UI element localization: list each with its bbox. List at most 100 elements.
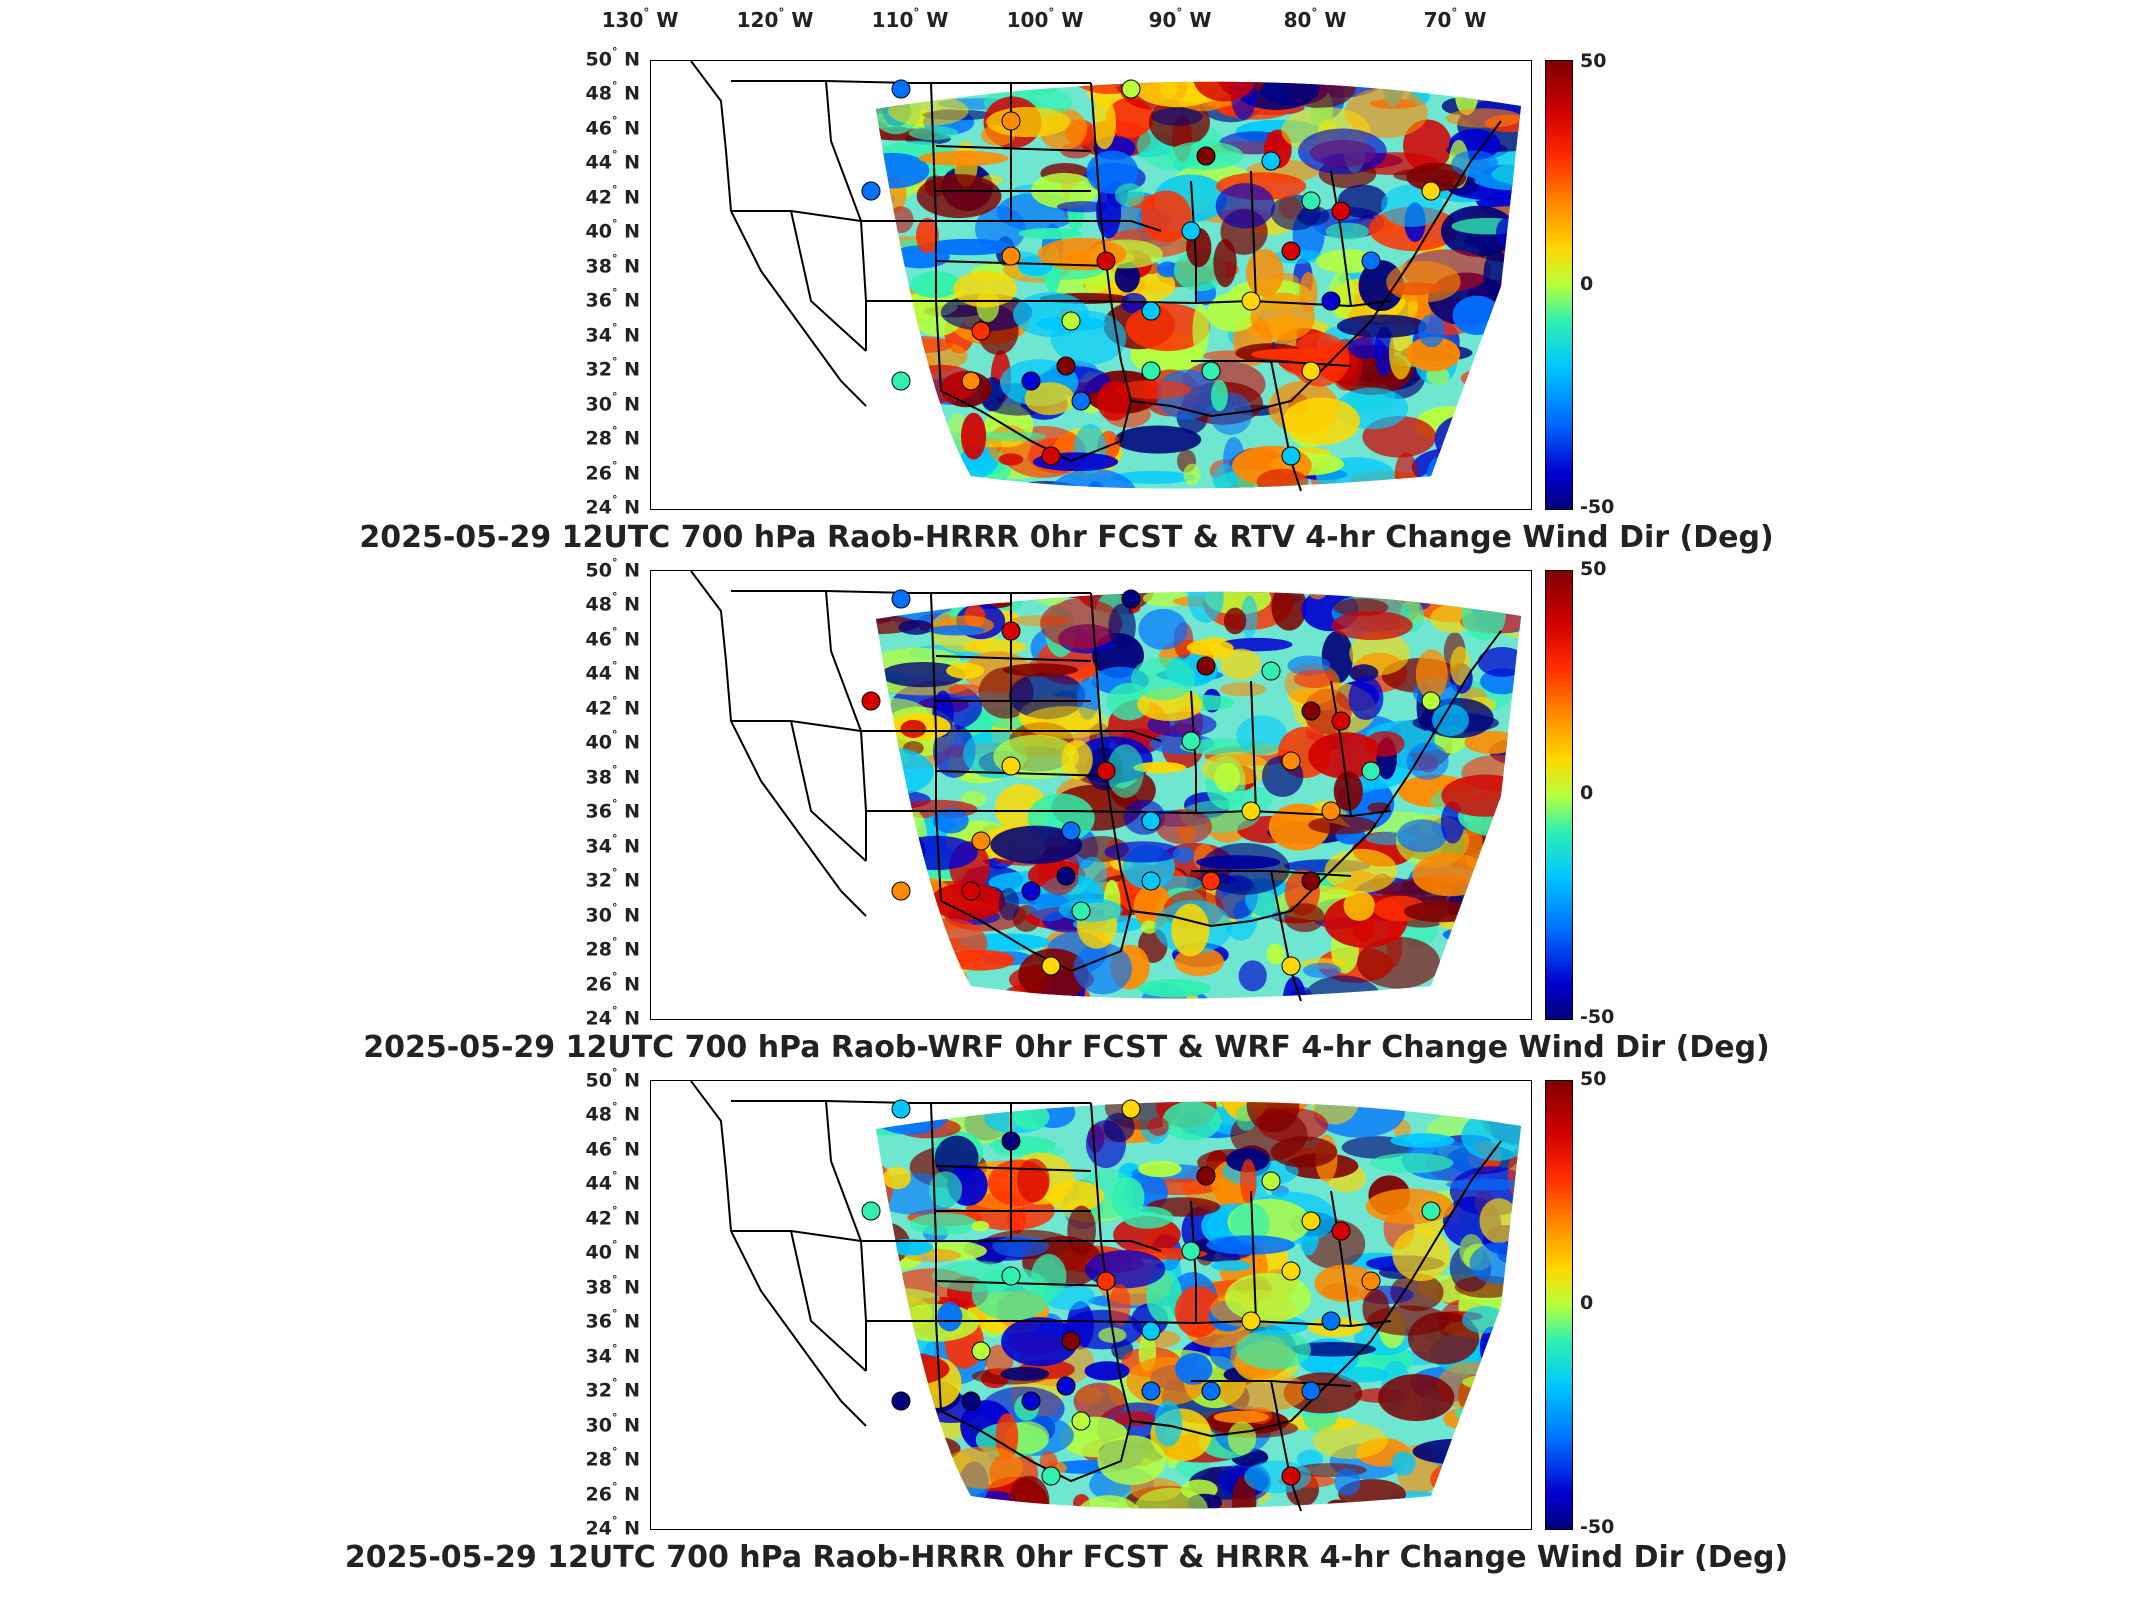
lat-label: 24° N [585,1514,640,1540]
colorbar-mid-label: 0 [1580,273,1594,295]
station-marker [1261,151,1281,171]
lat-label: 32° N [585,355,640,381]
lon-label: 110° W [871,6,949,32]
latitude-axis: 50° N 48° N 46° N 44° N 42° N 40° N 38° N 36° N… [550,556,650,1029]
lat-label: 26° N [585,458,640,484]
lat-label: 30° N [585,900,640,926]
station-marker [1041,446,1061,466]
station-marker [1071,1411,1091,1431]
lat-label: 28° N [585,424,640,450]
station-marker [1261,1171,1281,1191]
station-marker [1321,1311,1341,1331]
station-marker [1196,1166,1216,1186]
station-marker [1041,1466,1061,1486]
lon-label: 100° W [1006,6,1084,32]
map-canvas [690,61,1521,492]
station-marker [1181,731,1201,751]
lat-label: 24° N [585,493,640,519]
station-marker [891,589,911,609]
station-marker [1301,361,1321,381]
colorbar-max-label: 50 [1580,558,1607,580]
station-marker [961,881,981,901]
station-marker [891,79,911,99]
station-marker [1301,191,1321,211]
lat-label: 42° N [585,1203,640,1230]
station-marker [971,1341,991,1361]
lat-label: 40° N [585,1238,640,1264]
lat-label: 34° N [585,1341,640,1368]
lat-label: 38° N [585,251,640,278]
station-marker [971,321,991,341]
lon-label: 80° W [1283,6,1347,32]
station-marker [1041,956,1061,976]
station-marker [1301,1381,1321,1401]
station-marker [1001,1131,1021,1151]
raob-stations [861,589,1441,976]
station-marker [1281,1466,1301,1486]
station-marker [1021,371,1041,391]
latitude-axis: 50° N 48° N 46° N 44° N 42° N 40° N 38° N 36° N… [550,45,650,518]
lat-label: 32° N [585,866,640,892]
colorbar-mid-label: 0 [1580,782,1594,804]
station-marker [1281,751,1301,771]
colorbar-min-label: -50 [1580,496,1615,518]
panel-caption: 2025-05-29 12UTC 700 hPa Raob-WRF 0hr FC… [363,1030,1770,1065]
lat-label: 34° N [585,831,640,858]
station-marker [1141,1321,1161,1341]
lon-label: 90° W [1148,6,1212,32]
station-marker [1361,761,1381,781]
station-marker [961,371,981,391]
lat-label: 48° N [585,1100,640,1126]
station-marker [1096,1271,1116,1291]
station-marker [1071,391,1091,411]
wind-change-field [876,1101,1521,1509]
station-marker [891,1391,911,1411]
station-marker [1261,661,1281,681]
station-marker [1361,1271,1381,1291]
station-marker [891,1099,911,1119]
station-marker [1301,871,1321,891]
station-marker [1121,1099,1141,1119]
lat-label: 46° N [585,1134,640,1161]
station-marker [1181,1241,1201,1261]
map-canvas [690,571,1521,1002]
station-marker [1141,301,1161,321]
map-canvas [690,1081,1521,1512]
station-marker [1241,291,1261,311]
lat-label: 40° N [585,217,640,243]
lat-label: 48° N [585,79,640,105]
raob-stations [861,79,1441,466]
lat-label: 44° N [585,148,640,174]
lat-label: 50° N [585,556,640,582]
station-marker [1241,1311,1261,1331]
state-boundaries [690,1081,1502,1512]
station-marker [1001,111,1021,131]
map-area [650,60,1532,510]
station-marker [1001,246,1021,266]
lat-label: 46° N [585,113,640,140]
lat-label: 44° N [585,1169,640,1195]
longitude-axis: 130° W 120° W 110° W 100° W 90° W 80° W … [0,0,2133,40]
lat-label: 42° N [585,182,640,209]
lat-label: 38° N [585,1272,640,1299]
station-marker [1071,901,1091,921]
station-marker [1056,1376,1076,1396]
map-panel-1: 50° N 48° N 46° N 44° N 42° N 40° N 38° N 36° N… [0,0,2133,560]
station-marker [1331,711,1351,731]
lat-label: 28° N [585,935,640,961]
station-marker [1061,1331,1081,1351]
station-marker [1421,691,1441,711]
latitude-axis: 50° N 48° N 46° N 44° N 42° N 40° N 38° N 36° N… [550,1066,650,1539]
lat-label: 24° N [585,1004,640,1030]
panel-caption: 2025-05-29 12UTC 700 hPa Raob-HRRR 0hr F… [344,1540,1789,1575]
station-marker [1201,1381,1221,1401]
station-marker [1021,1391,1041,1411]
lat-label: 44° N [585,659,640,685]
station-marker [1281,241,1301,261]
station-marker [1061,311,1081,331]
station-marker [891,371,911,391]
station-marker [1281,956,1301,976]
station-marker [1281,446,1301,466]
station-marker [1001,1266,1021,1286]
